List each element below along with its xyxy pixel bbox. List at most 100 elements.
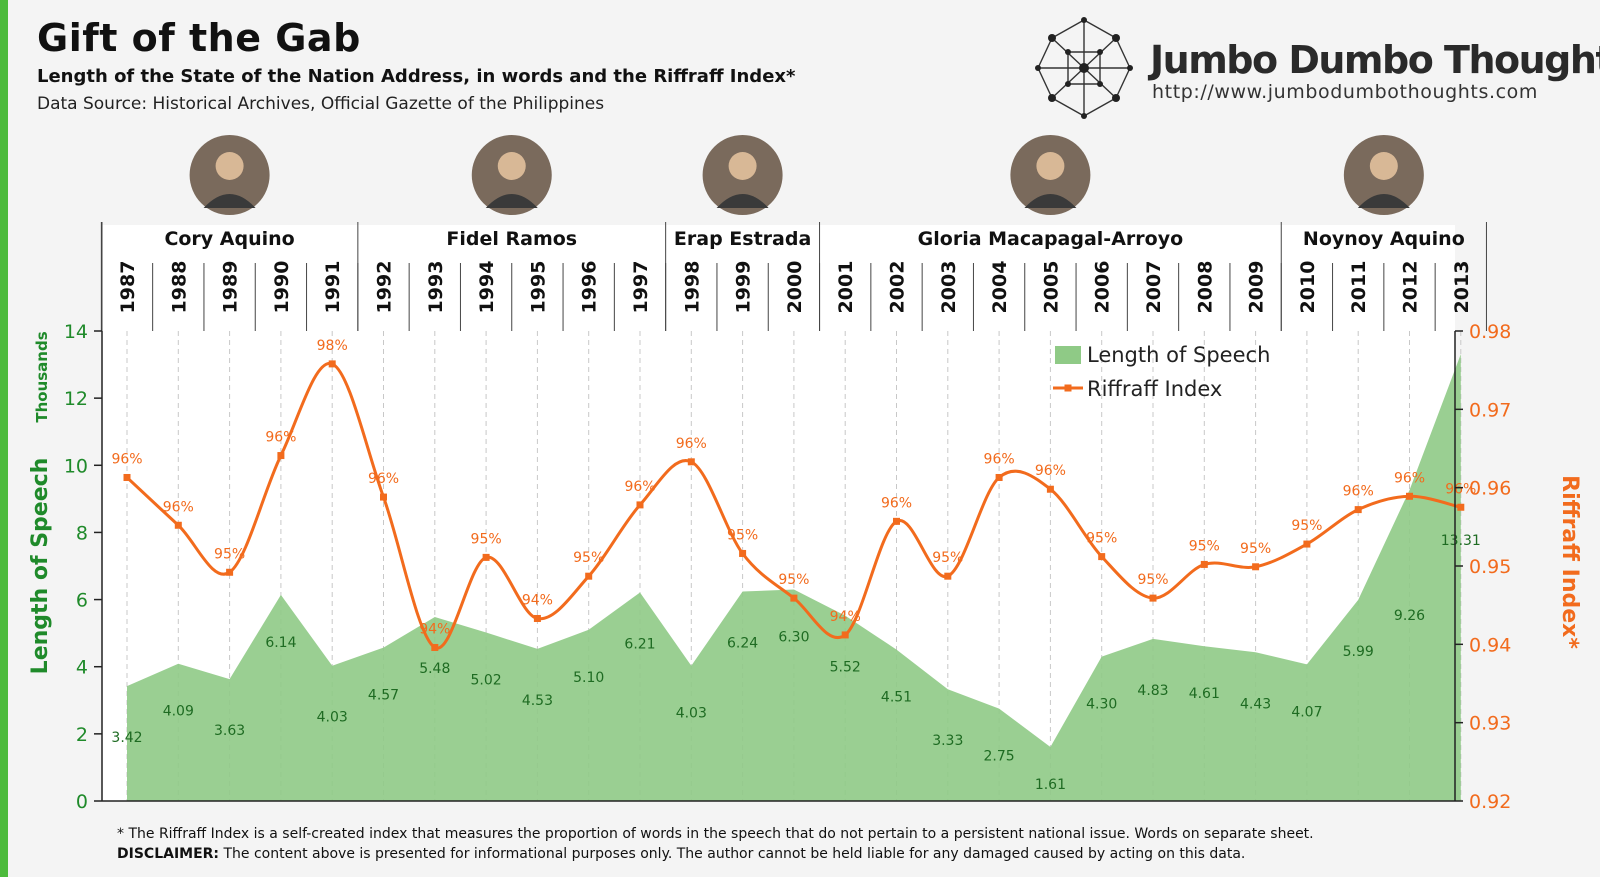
riffraff-marker — [431, 643, 439, 651]
riffraff-label: 96% — [163, 499, 194, 515]
riffraff-marker — [533, 614, 541, 622]
riffraff-label: 95% — [932, 550, 963, 566]
riffraff-label: 96% — [1035, 463, 1066, 479]
right-tick-label: 0.95 — [1469, 556, 1511, 578]
riffraff-marker — [1303, 540, 1311, 548]
left-tick-label: 14 — [64, 321, 88, 343]
year-label: 2001 — [835, 261, 857, 314]
speech-length-label: 4.83 — [1137, 683, 1168, 699]
speech-length-label: 2.75 — [984, 749, 1015, 765]
right-tick-label: 0.92 — [1469, 791, 1511, 813]
riffraff-marker — [277, 452, 285, 460]
right-tick-label: 0.97 — [1469, 399, 1511, 421]
year-label: 1999 — [733, 261, 755, 314]
disclaimer-text: The content above is presented for infor… — [219, 846, 1246, 862]
portrait-shoulders — [485, 194, 538, 208]
president-name: Fidel Ramos — [446, 228, 577, 250]
riffraff-marker — [123, 473, 131, 481]
right-tick-label: 0.94 — [1469, 634, 1511, 656]
left-tick-label: 6 — [76, 590, 88, 612]
brand-url: http://www.jumbodumbothoughts.com — [1152, 81, 1538, 103]
speech-length-label: 3.33 — [932, 733, 963, 749]
year-label: 2002 — [887, 261, 909, 314]
riffraff-label: 96% — [111, 451, 142, 467]
speech-length-label: 4.30 — [1086, 697, 1117, 713]
left-tick-label: 12 — [64, 388, 88, 410]
speech-length-label: 5.48 — [419, 661, 450, 677]
footnote: * The Riffraff Index is a self-created i… — [117, 826, 1314, 842]
riffraff-marker — [1457, 503, 1465, 511]
riffraff-label: 94% — [522, 592, 553, 608]
disclaimer-label: DISCLAIMER: — [117, 846, 220, 862]
riffraff-label: 96% — [1394, 470, 1425, 486]
riffraff-marker — [1252, 563, 1260, 571]
left-tick-label: 10 — [64, 455, 88, 477]
speech-length-label: 4.61 — [1189, 686, 1220, 702]
year-label: 2008 — [1194, 261, 1216, 314]
right-axis-title: Riffraff Index* — [1557, 475, 1582, 649]
year-label: 2000 — [784, 261, 806, 314]
year-label: 1988 — [168, 261, 190, 314]
year-label: 2003 — [938, 261, 960, 314]
riffraff-marker — [841, 631, 849, 639]
riffraff-label: 96% — [984, 451, 1015, 467]
left-tick-label: 4 — [76, 657, 88, 679]
year-label: 2013 — [1451, 261, 1473, 314]
speech-length-label: 4.51 — [881, 690, 912, 706]
legend-area-label: Length of Speech — [1087, 343, 1270, 367]
year-label: 2010 — [1297, 261, 1319, 314]
year-label: 2007 — [1143, 261, 1165, 314]
left-axis-unit: Thousands — [33, 331, 51, 422]
riffraff-label: 95% — [1189, 538, 1220, 554]
year-label: 2005 — [1040, 261, 1062, 314]
president-name: Noynoy Aquino — [1303, 228, 1465, 250]
year-label: 1997 — [630, 261, 652, 314]
speech-length-label: 4.53 — [522, 693, 553, 709]
riffraff-marker — [995, 473, 1003, 481]
riffraff-marker — [1406, 492, 1413, 500]
right-tick-label: 0.93 — [1469, 713, 1511, 735]
year-label: 1995 — [527, 261, 549, 314]
legend-line-marker — [1064, 384, 1072, 392]
speech-length-label: 4.03 — [676, 706, 707, 722]
riffraff-label: 95% — [1240, 541, 1271, 557]
speech-length-label: 5.52 — [830, 660, 861, 676]
year-label: 2012 — [1400, 261, 1422, 314]
riffraff-marker — [739, 549, 747, 557]
riffraff-marker — [687, 458, 695, 466]
riffraff-label: 94% — [419, 621, 450, 637]
riffraff-marker — [790, 594, 798, 602]
speech-length-label: 3.63 — [214, 723, 245, 739]
speech-length-label: 13.31 — [1441, 533, 1481, 549]
riffraff-label: 96% — [368, 471, 399, 487]
brand-name: Jumbo Dumbo Thoughts — [1150, 38, 1600, 82]
riffraff-marker — [636, 501, 644, 509]
year-label: 1992 — [374, 261, 396, 314]
year-label: 1998 — [681, 261, 703, 314]
president-name: Cory Aquino — [164, 228, 294, 250]
riffraff-label: 95% — [778, 572, 809, 588]
network-logo-icon — [1035, 17, 1133, 119]
speech-length-label: 6.30 — [778, 630, 809, 646]
speech-length-label: 5.10 — [573, 670, 604, 686]
legend-area-swatch — [1055, 346, 1081, 364]
riffraff-label: 95% — [471, 531, 502, 547]
riffraff-marker — [380, 493, 387, 501]
speech-length-label: 6.14 — [265, 635, 296, 651]
speech-length-label: 4.57 — [368, 688, 399, 704]
riffraff-label: 95% — [573, 550, 604, 566]
right-tick-label: 0.98 — [1469, 321, 1511, 343]
riffraff-marker — [1149, 594, 1157, 602]
speech-length-label: 6.21 — [624, 637, 655, 653]
riffraff-marker — [585, 572, 593, 580]
riffraff-marker — [1098, 553, 1106, 561]
year-label: 2011 — [1348, 261, 1370, 314]
riffraff-marker — [1354, 506, 1362, 514]
president-name: Erap Estrada — [674, 228, 811, 250]
speech-length-label: 4.43 — [1240, 696, 1271, 712]
speech-length-label: 1.61 — [1035, 777, 1066, 793]
speech-length-label: 4.03 — [317, 710, 348, 726]
riffraff-label: 96% — [676, 436, 707, 452]
speech-length-label: 5.02 — [471, 672, 502, 688]
speech-length-label: 6.24 — [727, 636, 758, 652]
